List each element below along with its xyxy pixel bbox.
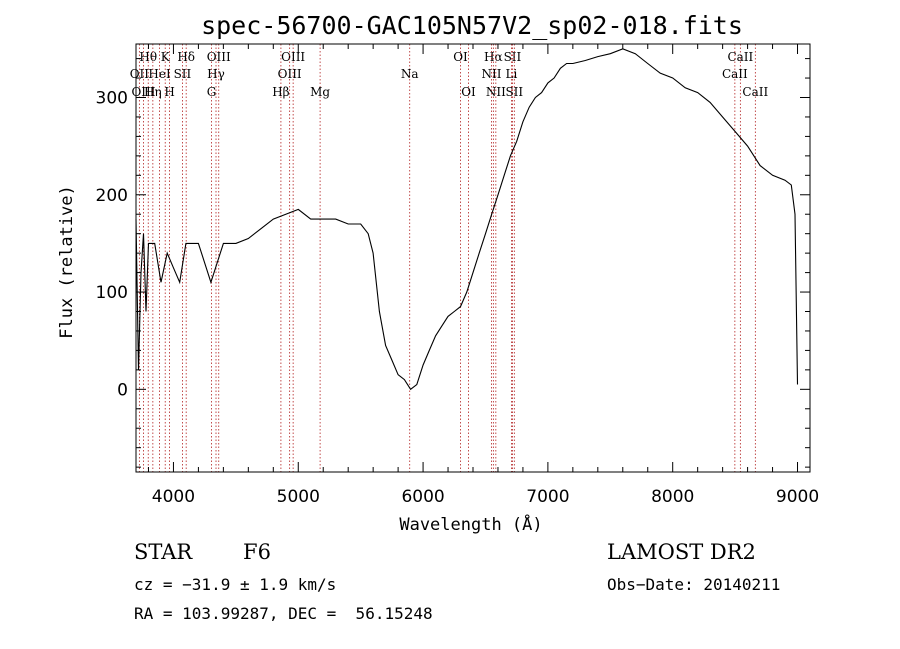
plot-frame — [135, 43, 811, 473]
x-tick-label-7000: 7000 — [526, 487, 569, 507]
line-label-2: OIII — [131, 85, 155, 99]
x-tick-label-8000: 8000 — [651, 487, 694, 507]
line-label-20: SII — [504, 50, 522, 64]
line-label-27: CaII — [742, 85, 768, 99]
x-tick-label-6000: 6000 — [401, 487, 444, 507]
y-tick-label-0: 0 — [117, 380, 128, 400]
spectral-subclass: F6 — [243, 540, 271, 564]
chart-title: spec-56700-GAC105N57V2_sp02-018.fits — [201, 11, 743, 40]
line-label-3: K — [161, 50, 171, 64]
axis-ticks: 4000 5000 6000 7000 8000 9000 0 100 200 300 — [96, 44, 819, 507]
y-axis-label: Flux (relative) — [57, 185, 77, 339]
line-label-11: G — [207, 85, 217, 99]
survey-name: LAMOST DR2 — [607, 540, 756, 564]
x-axis-label: Wavelength (Å) — [399, 513, 542, 535]
line-label-5: Hη — [144, 85, 162, 99]
line-label-12: OIII — [281, 50, 305, 64]
line-label-6: H — [164, 85, 174, 99]
y-tick-label-200: 200 — [96, 186, 128, 206]
line-label-4: HeI — [148, 67, 171, 81]
y-tick-label-300: 300 — [96, 89, 128, 109]
object-class: STAR — [134, 540, 193, 564]
spectral-line-markers: Hθ OII OIII K HeI Hη H Hδ SII OIII Hγ G OIII OIII Hβ Mg… — [130, 44, 768, 472]
x-tick-label-4000: 4000 — [152, 487, 195, 507]
line-label-0: Hθ — [139, 50, 157, 64]
line-label-10: Hγ — [207, 67, 225, 81]
line-label-26: CaII — [722, 67, 748, 81]
line-label-22: Li — [506, 67, 518, 81]
x-tick-label-9000: 9000 — [776, 487, 819, 507]
observation-date: Obs−Date: 20140211 — [607, 575, 781, 594]
line-label-7: Hδ — [177, 50, 195, 64]
line-label-13: OIII — [278, 67, 302, 81]
sky-coordinates: RA = 103.99287, DEC = 56.15248 — [134, 604, 433, 623]
flux-series-line — [135, 48, 799, 391]
x-tick-label-5000: 5000 — [277, 487, 320, 507]
redshift-velocity: cz = −31.9 ± 1.9 km/s — [134, 575, 337, 594]
line-label-8: SII — [174, 67, 192, 81]
line-label-25: CaII — [727, 50, 753, 64]
line-label-19: Hα — [484, 50, 503, 64]
line-label-14: Hβ — [272, 85, 289, 99]
line-label-16: Na — [401, 67, 419, 81]
line-label-21: NII — [481, 67, 501, 81]
line-label-23: NII — [486, 85, 506, 99]
line-label-15: Mg — [310, 85, 330, 99]
line-label-1: OII — [130, 67, 150, 81]
line-label-17: OI — [453, 50, 468, 64]
line-label-24: SII — [505, 85, 523, 99]
line-label-18: OI — [461, 85, 476, 99]
line-label-9: OIII — [207, 50, 231, 64]
y-tick-label-100: 100 — [96, 283, 128, 303]
